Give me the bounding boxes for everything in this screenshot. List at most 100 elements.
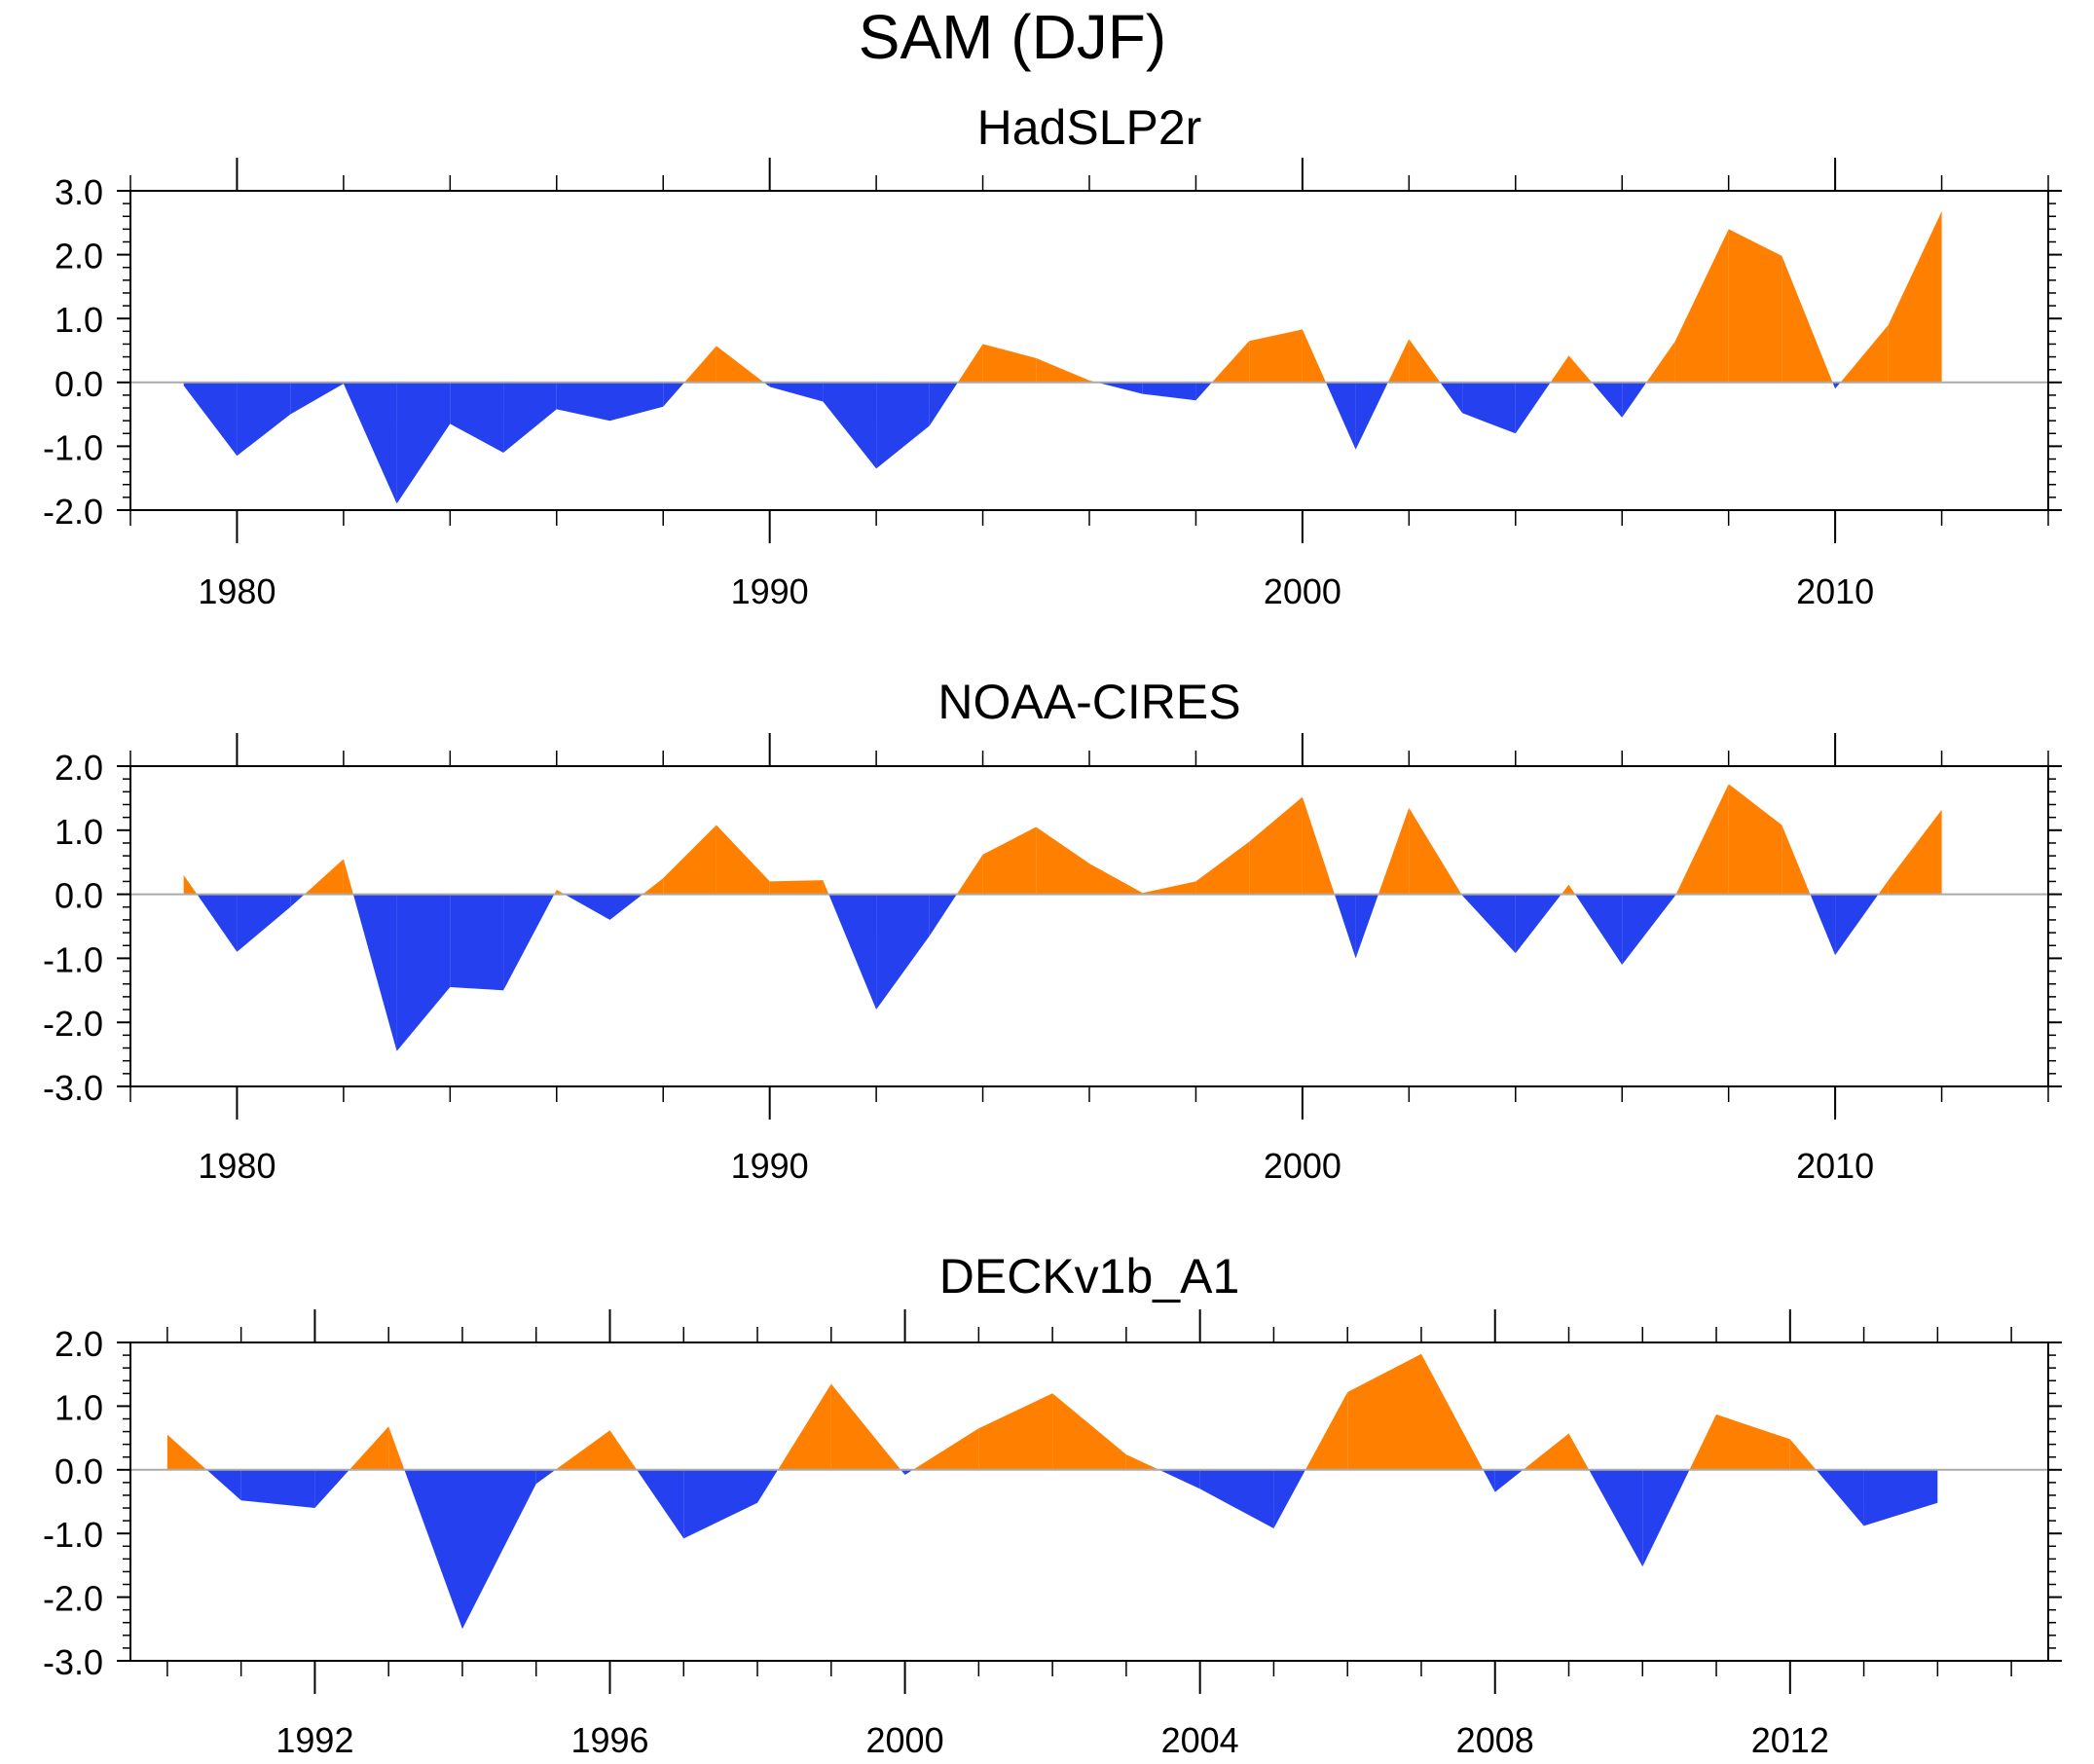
positive-area	[1523, 1433, 1569, 1470]
negative-area	[503, 382, 557, 453]
negative-area	[1515, 382, 1551, 434]
positive-area	[1689, 1414, 1716, 1470]
negative-area	[763, 382, 770, 387]
negative-area	[1462, 382, 1516, 434]
negative-area	[1589, 1469, 1643, 1567]
negative-area	[683, 1469, 757, 1539]
panel-2: NOAA-CIRES -3.0 -2.0 -1.0 0.0 1.0 2.0 1980 1990 2…	[43, 675, 2062, 1186]
y-tick-label: 3.0	[55, 172, 103, 212]
negative-area	[462, 1469, 536, 1630]
negative-area	[609, 894, 643, 920]
positive-area	[304, 859, 344, 895]
negative-area	[352, 894, 397, 1051]
positive-area	[684, 346, 716, 383]
positive-area	[716, 346, 764, 383]
positive-area	[823, 880, 829, 895]
negative-area	[450, 894, 504, 991]
figure-title: SAM (DJF)	[859, 2, 1166, 72]
negative-area	[757, 1469, 779, 1503]
positive-area	[957, 344, 983, 383]
positive-area	[982, 827, 1037, 895]
positive-area	[556, 890, 565, 895]
negative-area	[314, 1469, 349, 1508]
negative-area	[1195, 382, 1212, 401]
negative-area	[1592, 382, 1623, 418]
positive-area	[349, 1426, 389, 1470]
positive-area	[1302, 796, 1335, 895]
panel-3: DECKv1b_A1 -3.0 -2.0 -1.0 0.0 1.0 2.0 1992 1996 2…	[43, 1249, 2062, 1760]
positive-area	[769, 880, 824, 895]
positive-area	[1716, 1414, 1790, 1470]
negative-area	[1642, 1469, 1690, 1567]
positive-area	[663, 825, 716, 895]
negative-area	[237, 382, 291, 457]
positive-area	[1782, 255, 1833, 383]
negative-area	[609, 382, 664, 422]
positive-area	[1195, 841, 1250, 895]
positive-area	[1387, 339, 1410, 383]
positive-area	[778, 1383, 831, 1470]
negative-area	[1816, 1469, 1864, 1526]
positive-area	[388, 1426, 405, 1470]
y-tick-label: 0.0	[55, 364, 103, 404]
positive-area	[1409, 339, 1441, 383]
negative-area	[1334, 894, 1356, 959]
positive-area	[1125, 1454, 1159, 1470]
positive-area	[1568, 884, 1576, 895]
positive-area	[1568, 1433, 1590, 1470]
positive-area	[982, 344, 1037, 383]
panel-title: NOAA-CIRES	[937, 675, 1240, 729]
negative-area	[237, 894, 291, 952]
y-tick-label: 1.0	[55, 300, 103, 340]
negative-area	[1515, 894, 1561, 954]
positive-area	[1674, 229, 1729, 383]
negative-area	[404, 1469, 462, 1630]
negative-area	[1622, 382, 1647, 418]
positive-area	[343, 859, 353, 895]
negative-area	[1273, 1469, 1305, 1528]
positive-area	[716, 825, 770, 895]
negative-area	[1355, 894, 1378, 959]
y-tick-label: -2.0	[43, 1004, 103, 1044]
positive-area	[1409, 807, 1462, 895]
negative-area	[290, 894, 305, 907]
negative-area	[904, 1469, 913, 1475]
x-tick-label: 1990	[731, 571, 809, 611]
y-tick-label: 2.0	[55, 237, 103, 276]
positive-area	[1302, 329, 1326, 383]
negative-area	[1835, 382, 1841, 389]
x-tick-label: 2000	[1264, 1146, 1341, 1186]
negative-area	[900, 1469, 905, 1475]
negative-area	[1326, 382, 1356, 450]
negative-area	[1863, 1469, 1938, 1526]
y-tick-label: 2.0	[55, 1324, 103, 1364]
y-tick-label: 1.0	[55, 1387, 103, 1427]
x-tick-label: 1992	[276, 1720, 353, 1759]
positive-area	[1568, 355, 1593, 383]
positive-area	[1675, 784, 1729, 895]
positive-area	[912, 1428, 979, 1470]
y-tick-label: 0.0	[55, 1452, 103, 1491]
positive-area	[555, 1430, 610, 1470]
positive-area	[1782, 825, 1811, 895]
x-tick-label: 1980	[198, 1146, 276, 1186]
x-tick-label: 2000	[1264, 571, 1341, 611]
positive-area	[1550, 355, 1569, 383]
positive-area	[643, 878, 664, 895]
negative-area	[450, 382, 504, 453]
negative-area	[663, 382, 685, 407]
positive-area	[1840, 324, 1889, 383]
positive-area	[978, 1393, 1053, 1470]
positive-area	[1728, 784, 1782, 895]
positive-area	[1421, 1353, 1484, 1470]
negative-area	[290, 382, 344, 415]
plot-frame	[129, 1341, 2049, 1662]
negative-area	[1835, 894, 1879, 956]
negative-area	[183, 382, 238, 457]
y-tick-label: -3.0	[43, 1642, 103, 1682]
positive-area	[1249, 796, 1303, 895]
panel-title: HadSLP2r	[977, 100, 1202, 155]
negative-area	[876, 894, 930, 1010]
